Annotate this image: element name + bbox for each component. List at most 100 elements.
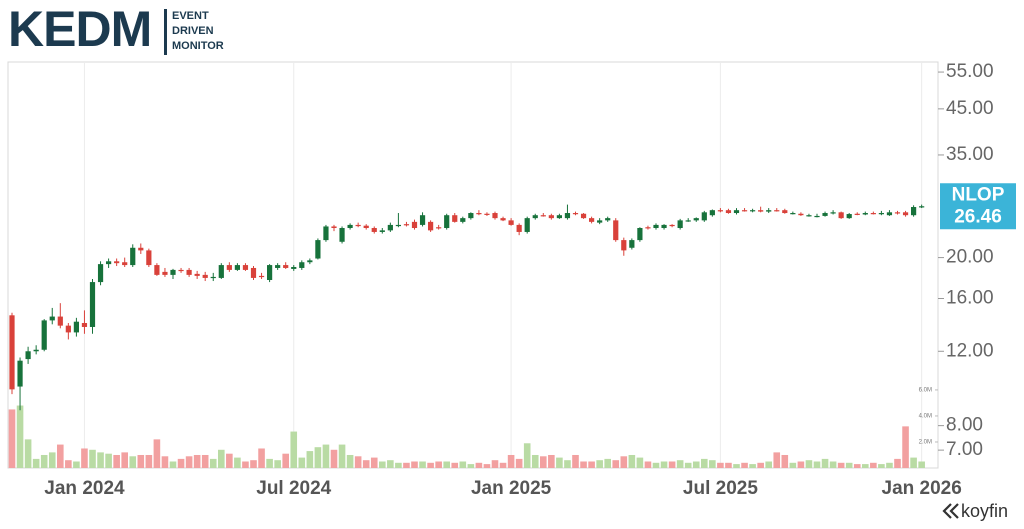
volume-bar [757, 462, 764, 468]
volume-bar [443, 461, 450, 468]
candle-body [532, 215, 538, 219]
candle-body [589, 218, 595, 222]
candle-body [41, 320, 47, 350]
candle-body [524, 218, 530, 232]
candle-body [725, 210, 732, 214]
y2-tick-label: 6.0M [919, 388, 932, 394]
volume-bar [298, 457, 306, 468]
volume-bar [749, 464, 756, 468]
candle-body [669, 224, 675, 227]
candle-body [580, 213, 587, 219]
candle-body [629, 240, 635, 248]
candle-body [782, 210, 788, 214]
volume-bar [354, 456, 362, 468]
volume-bar [113, 454, 120, 468]
candle-body [138, 247, 144, 251]
volume-bar [540, 456, 547, 468]
volume-bar [821, 458, 829, 468]
volume-bar [878, 464, 885, 468]
volume-bar [725, 462, 732, 468]
price-tag [940, 183, 1016, 230]
volume-bar [395, 462, 402, 468]
volume-bar [733, 464, 740, 468]
candle-body [234, 265, 240, 270]
volume-bar [65, 460, 72, 468]
candle-body [460, 218, 466, 222]
logo: KEDM [8, 1, 151, 57]
volume-bar [660, 461, 668, 468]
candle-body [500, 218, 506, 221]
candle-body [65, 325, 71, 333]
brand: koyfin [961, 501, 1008, 521]
volume-bar [507, 454, 515, 468]
candle-body [444, 215, 450, 229]
candle-body [395, 224, 401, 227]
y2-tick-label: 2.0M [919, 440, 932, 446]
volume-bar [338, 444, 346, 468]
volume-bar [435, 461, 442, 468]
candle-body [661, 224, 667, 229]
candle-body [162, 271, 168, 275]
candle-body [347, 224, 353, 229]
candle-body [911, 207, 917, 216]
volume-bar [226, 453, 233, 468]
volume-bar [813, 461, 821, 468]
candle-body [363, 225, 369, 229]
candle-body [693, 218, 699, 221]
volume-bar [387, 460, 394, 468]
candle-body [572, 213, 579, 215]
candle-body [275, 265, 281, 268]
candle-body [556, 215, 562, 219]
volume-bar [48, 452, 56, 468]
volume-bar [379, 461, 386, 468]
candle-body [9, 315, 15, 390]
volume-bar [209, 458, 217, 468]
candle-body [106, 261, 112, 265]
volume-bar [652, 462, 660, 468]
candle-body [653, 224, 659, 229]
volume-bar [32, 458, 40, 468]
candle-body [315, 240, 321, 259]
volume-bar [282, 453, 289, 468]
volume-bar [845, 462, 853, 468]
logo-tagline: DRIVEN [172, 25, 214, 37]
volume-bar [459, 461, 467, 468]
volume-bar [121, 452, 128, 468]
volume-bar [322, 444, 330, 468]
volume-bar [499, 462, 507, 468]
volume-bar [523, 443, 531, 468]
candle-body [242, 265, 249, 270]
volume-bar [185, 456, 193, 468]
volume-bar [628, 454, 636, 468]
candle-body [758, 210, 764, 212]
candle-body [202, 274, 208, 278]
volume-bar [8, 409, 16, 468]
candle-body [114, 261, 120, 264]
candle-body [516, 224, 522, 232]
candle-body [854, 213, 860, 215]
y-tick-label: 20.00 [946, 247, 994, 268]
candle-body [597, 220, 603, 223]
candle-body [613, 220, 619, 241]
x-tick-label: Jan 2025 [471, 478, 552, 499]
volume-bar [145, 454, 153, 468]
candle-body [307, 260, 313, 263]
volume-bar [620, 456, 628, 468]
candle-body [886, 212, 893, 216]
volume-bar [40, 454, 48, 468]
candle-body [218, 265, 224, 278]
volume-bar [129, 456, 137, 468]
candle-body [605, 218, 611, 221]
volume-bar [805, 460, 813, 468]
volume-bar [870, 462, 877, 468]
candle-body [540, 215, 546, 217]
candle-body [709, 210, 715, 216]
volume-bar [773, 452, 781, 468]
candle-body [774, 210, 780, 212]
candle-body [685, 220, 691, 222]
volume-bar [604, 458, 611, 468]
candle-body [564, 213, 571, 219]
candle-body [428, 221, 434, 231]
candle-body [403, 224, 410, 226]
